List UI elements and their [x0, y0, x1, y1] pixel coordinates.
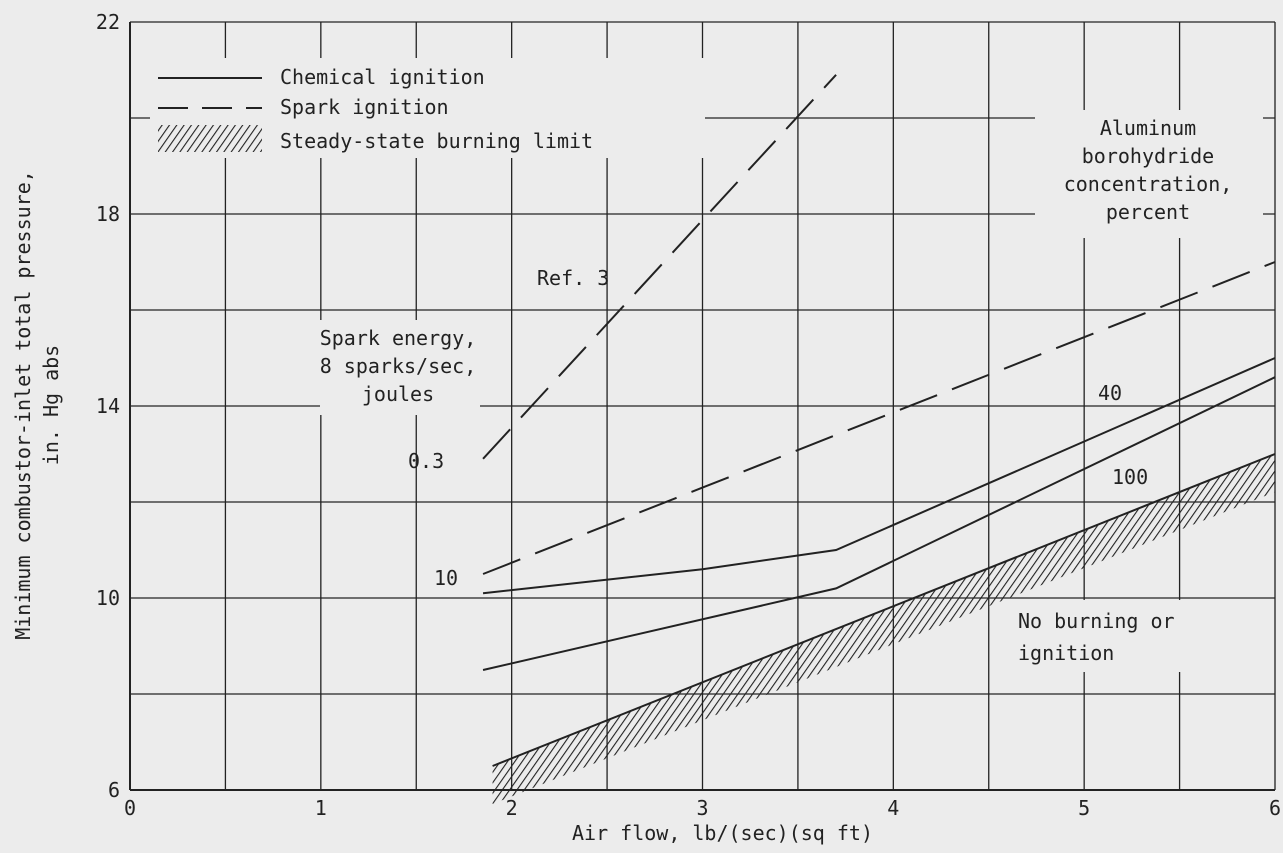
- y-tick-label: 10: [96, 586, 120, 610]
- series-label-10: 10: [434, 566, 458, 590]
- y-tick-label: 6: [108, 778, 120, 802]
- series-line-100: [482, 376, 1276, 671]
- legend-label-chemical: Chemical ignition: [280, 65, 485, 89]
- y-tick-label: 18: [96, 202, 120, 226]
- y-tick-label: 22: [96, 10, 120, 34]
- spark-energy-note: Spark energy,: [320, 326, 477, 350]
- y-axis-title-line2: in. Hg abs: [39, 345, 63, 465]
- concentration-note-background: [1035, 110, 1263, 238]
- series-label-100: 100: [1112, 465, 1148, 489]
- series-line-0-3: [482, 74, 837, 460]
- concentration-note: percent: [1106, 200, 1190, 224]
- x-tick-label: 6: [1269, 796, 1281, 820]
- concentration-note: borohydride: [1082, 144, 1214, 168]
- y-tick-label: 14: [96, 394, 120, 418]
- no-burning-note-background: [1012, 600, 1234, 672]
- x-tick-label: 4: [887, 796, 899, 820]
- no-burning-note: ignition: [1018, 641, 1114, 665]
- x-tick-label: 5: [1078, 796, 1090, 820]
- series-label-0-3: 0.3: [408, 449, 444, 473]
- concentration-note: concentration,: [1064, 172, 1233, 196]
- series-line-10: [482, 261, 1276, 575]
- burning-limit-band: [492, 454, 1275, 804]
- spark-energy-note: joules: [362, 382, 434, 406]
- burning-limit-line: [492, 453, 1276, 767]
- x-tick-label: 2: [506, 796, 518, 820]
- x-tick-label: 3: [696, 796, 708, 820]
- legend-hatch-swatch: [158, 125, 262, 152]
- series-line-40: [482, 357, 1276, 595]
- series-label-40: 40: [1098, 381, 1122, 405]
- x-axis-title: Air flow, lb/(sec)(sq ft): [572, 821, 873, 845]
- legend-label-spark: Spark ignition: [280, 95, 449, 119]
- no-burning-note: No burning or: [1018, 609, 1175, 633]
- concentration-note: Aluminum: [1100, 116, 1196, 140]
- spark-energy-note-background: [320, 320, 480, 415]
- spark-energy-note: 8 sparks/sec,: [320, 354, 477, 378]
- legend-label-burning: Steady-state burning limit: [280, 129, 593, 153]
- y-axis-title-line1: Minimum combustor-inlet total pressure,: [11, 170, 35, 640]
- ref-annotation: Ref. 3: [537, 266, 609, 290]
- x-tick-label: 1: [315, 796, 327, 820]
- x-tick-label: 0: [124, 796, 136, 820]
